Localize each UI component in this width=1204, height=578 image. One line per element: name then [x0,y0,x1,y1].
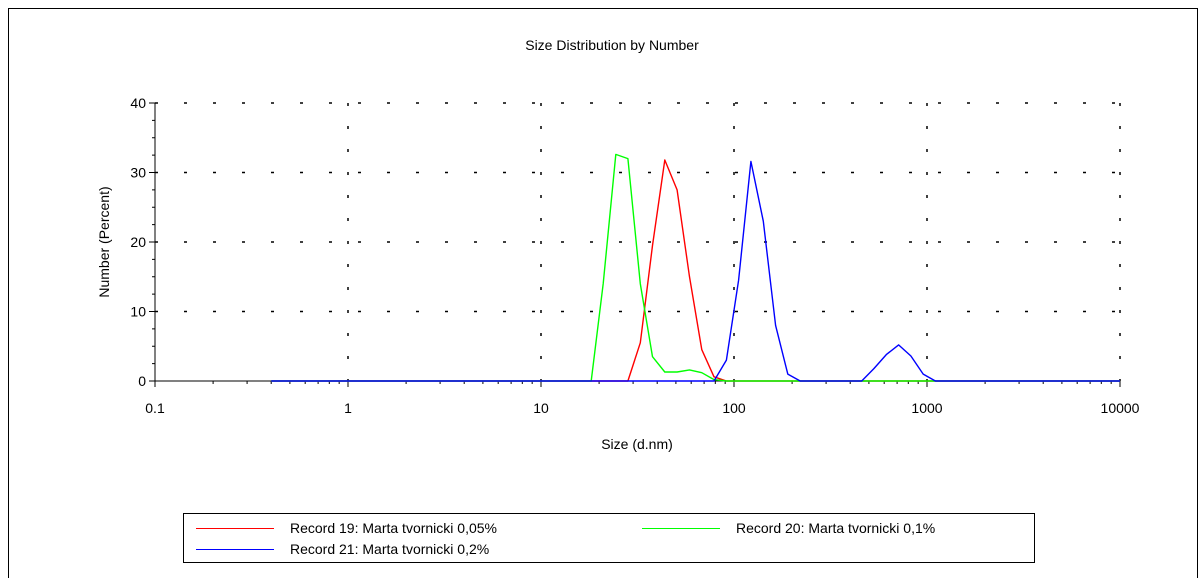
grid-lines [155,102,1121,381]
series-line-1 [271,159,1120,382]
y-axis-label: Number (Percent) [96,186,112,297]
x-tick-label: 10 [533,400,549,416]
legend-swatch-record-20 [642,528,720,529]
y-tick-label: 10 [130,304,146,320]
legend-label-record-19: Record 19: Marta tvornicki 0,05% [290,520,497,536]
series-lines [271,153,1120,382]
y-tick-label: 40 [130,95,146,111]
x-tick-label: 10000 [1101,400,1140,416]
y-tick-label: 20 [130,234,146,250]
x-tick-label: 0.1 [145,400,165,416]
x-tick-label: 100 [722,400,746,416]
y-tick-label: 0 [138,373,146,389]
chart-title: Size Distribution by Number [525,37,699,53]
legend-label-record-21: Record 21: Marta tvornicki 0,2% [290,541,490,557]
chart-frame [8,8,1198,578]
x-tick-labels: 0.1 1 10 100 1000 10000 [145,400,1139,416]
legend-swatch-record-21 [196,549,274,550]
legend: Record 19: Marta tvornicki 0,05% Record … [183,513,1035,563]
x-tick-label: 1000 [911,400,942,416]
axes [149,102,1121,387]
y-tick-labels: 0 10 20 30 40 [130,95,146,389]
legend-swatch-record-19 [196,528,274,529]
series-line-2 [271,153,1120,382]
series-line-3 [271,160,1120,382]
x-tick-label: 1 [344,400,352,416]
x-axis-label: Size (d.nm) [601,436,673,452]
y-tick-label: 30 [130,165,146,181]
legend-label-record-20: Record 20: Marta tvornicki 0,1% [736,520,936,536]
